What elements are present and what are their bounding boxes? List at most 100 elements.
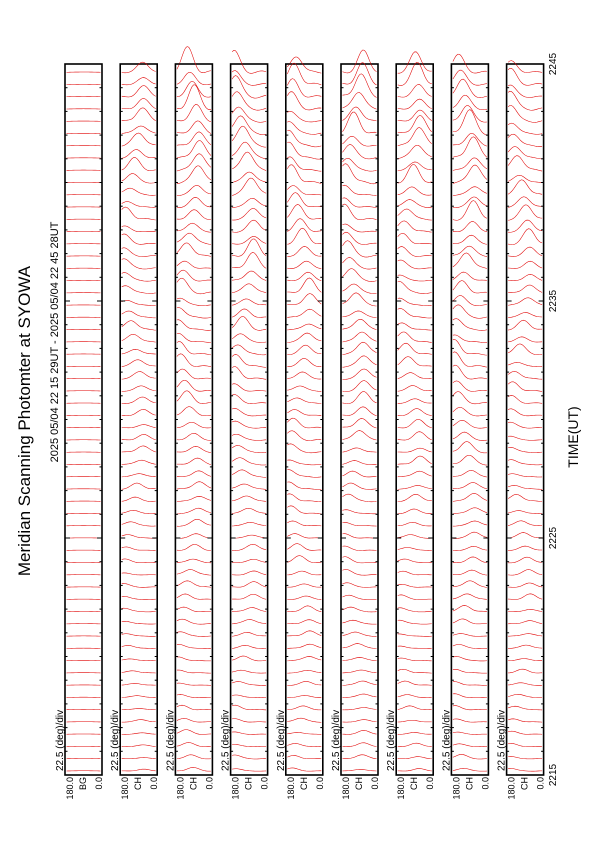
scan-trace [176,84,211,110]
scan-trace [232,197,267,208]
y-max-label: 180.0 [341,777,351,800]
scan-trace [397,322,432,331]
scan-trace [176,120,212,134]
scan-trace [342,240,377,258]
scan-trace [508,668,543,674]
y-min-label: 0.0 [94,777,104,790]
scan-trace [397,619,432,625]
scan-trace [508,730,543,735]
scan-trace [452,580,487,588]
scan-trace [287,443,322,454]
scan-trace [176,470,211,477]
scan-trace [176,153,212,172]
scan-trace [397,331,432,343]
scan-trace [452,546,487,551]
scan-trace [452,482,487,490]
scan-trace [287,619,322,625]
scale-label: 22.5 (deg)/div [331,710,342,771]
scan-trace [452,705,487,711]
scan-trace [342,184,377,196]
scan-trace [452,351,487,368]
scan-trace [508,633,543,637]
scan-trace [342,135,377,147]
scan-trace [507,84,543,98]
scan-trace [397,768,432,772]
scan-trace [342,283,377,294]
scan-trace [232,694,267,698]
scan-trace [342,470,377,478]
scan-trace [176,406,211,417]
scan-trace [287,271,322,281]
x-tick-label: 2225 [548,526,559,549]
scan-trace [452,200,488,221]
scan-trace [176,533,211,539]
scan-trace [397,161,432,172]
scan-trace [342,482,377,490]
scan-trace [176,222,211,233]
scan-trace [452,53,487,74]
scan-trace [176,319,211,331]
scan-trace [342,460,377,465]
scan-trace [508,510,543,514]
scan-trace [452,133,487,147]
scan-trace [342,556,377,564]
scan-trace [342,509,377,515]
scan-trace [232,219,267,233]
scan-trace [452,520,487,527]
scan-trace [232,570,267,576]
scan-trace [176,718,211,723]
panel-1: 180.0 0.0 BG 22.5 (deg)/div [55,63,104,800]
scan-trace [121,225,156,233]
scan-trace [342,680,377,686]
scan-trace [176,71,211,86]
scan-trace [121,349,156,355]
scan-trace [121,645,156,649]
scan-trace [176,631,211,637]
scan-trace [176,242,211,257]
scan-trace [287,156,322,172]
scan-trace [176,544,211,551]
scan-trace [397,470,432,478]
y-min-label: 0.0 [204,777,214,790]
scan-trace [342,257,377,270]
scan-trace [342,157,377,172]
x-axis: 2215 2225 2235 2245 [548,52,559,786]
scan-trace [342,730,377,735]
scan-trace [232,208,267,221]
scan-trace [176,457,211,465]
scan-trace [342,545,377,551]
scan-trace [397,431,432,441]
scan-trace [342,493,377,503]
scan-trace [452,234,487,245]
scan-trace [452,693,487,698]
scan-trace [342,231,377,245]
scan-trace [342,111,377,134]
scan-trace [121,233,156,245]
scan-trace [176,104,211,123]
scan-trace [397,274,432,282]
scan-trace [121,695,156,698]
scan-trace [231,125,267,148]
scan-trace [508,435,543,441]
scan-trace [121,732,156,735]
scan-trace [452,754,487,760]
scan-trace [121,359,156,367]
scan-trace [397,558,432,564]
scan-trace [397,164,432,184]
scan-trace [452,731,487,735]
channel-label: CH [188,777,198,790]
scan-trace [507,60,543,73]
scan-trace [176,297,211,306]
scan-trace [231,420,267,429]
scan-trace [452,605,487,612]
trace-group [287,56,322,772]
scan-trace [232,768,267,772]
scan-trace [397,144,432,159]
scan-trace [452,618,487,625]
scan-trace [176,682,211,686]
scan-trace [508,408,543,417]
scan-trace [121,683,156,686]
scan-trace [121,299,156,306]
scan-trace [508,718,543,723]
chart-subtitle: 2025 05/04 22 15 29UT - 2025 05/04 22 45… [49,221,61,462]
